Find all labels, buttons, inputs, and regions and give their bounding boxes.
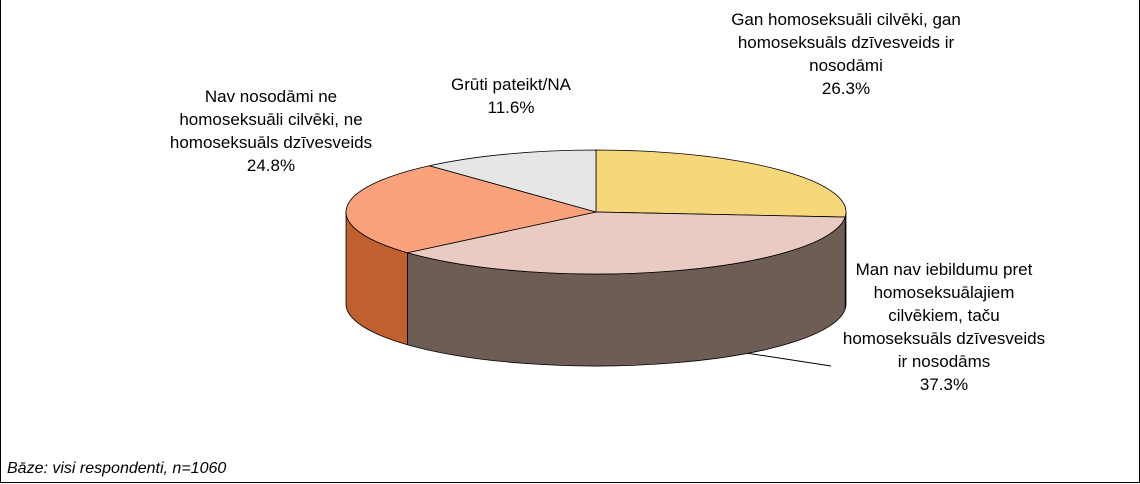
label-value: 26.3% — [821, 79, 871, 98]
slice — [345, 165, 597, 254]
slice-label: Grūti pateikt/NA 11.6% — [421, 73, 601, 119]
slice-label: Nav nosodāmi ne homoseksuāli cilvēki, ne… — [166, 85, 376, 177]
slice — [429, 149, 597, 213]
footnote: Bāze: visi respondenti, n=1060 — [7, 460, 227, 477]
slice — [407, 211, 846, 275]
label-name: Nav nosodāmi ne homoseksuāli cilvēki, ne… — [169, 87, 373, 152]
label-value: 37.3% — [919, 375, 969, 394]
label-value: 24.8% — [246, 156, 296, 175]
label-name: Man nav iebildumu pret homoseksuālajiem … — [842, 260, 1046, 371]
label-name: Grūti pateikt/NA — [451, 75, 571, 94]
label-name: Gan homoseksuāli cilvēki, gan homoseksuā… — [731, 10, 961, 75]
slice — [595, 149, 847, 218]
label-value: 11.6% — [487, 98, 535, 117]
slice-label: Gan homoseksuāli cilvēki, gan homoseksuā… — [731, 8, 961, 100]
slice-label: Man nav iebildumu pret homoseksuālajiem … — [839, 258, 1049, 396]
